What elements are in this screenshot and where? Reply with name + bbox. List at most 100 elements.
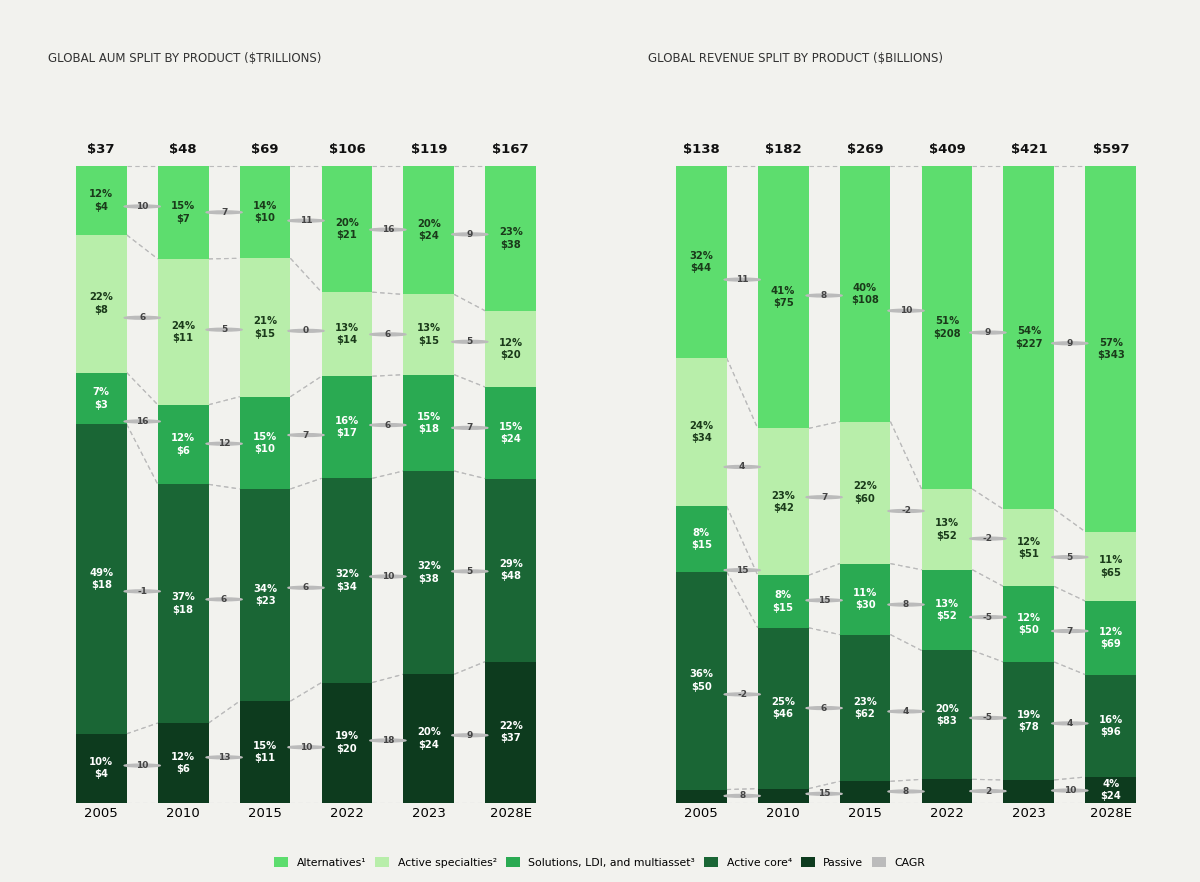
Text: 8: 8 <box>821 291 827 300</box>
Text: 5: 5 <box>221 325 227 334</box>
Circle shape <box>1051 789 1088 792</box>
Text: 36%
$50: 36% $50 <box>689 669 713 691</box>
Text: 8: 8 <box>902 600 910 609</box>
Text: 7: 7 <box>302 430 310 439</box>
Circle shape <box>970 616 1006 618</box>
Text: 10: 10 <box>136 202 149 211</box>
Bar <box>1085 675 1136 777</box>
Circle shape <box>1051 556 1088 558</box>
Text: 23%
$38: 23% $38 <box>499 228 523 250</box>
Bar <box>840 564 890 635</box>
Text: $597: $597 <box>1092 144 1129 156</box>
Bar <box>157 484 209 723</box>
Circle shape <box>888 510 924 512</box>
Text: 22%
$60: 22% $60 <box>853 482 877 504</box>
Text: 11%
$65: 11% $65 <box>1098 556 1123 578</box>
Circle shape <box>724 278 761 281</box>
Text: 7: 7 <box>821 493 827 502</box>
Text: -1: -1 <box>137 587 148 596</box>
Text: 4: 4 <box>1067 719 1073 728</box>
Text: 23%
$42: 23% $42 <box>772 490 796 513</box>
Circle shape <box>724 795 761 797</box>
Circle shape <box>288 587 324 589</box>
Bar <box>240 489 290 701</box>
Circle shape <box>124 317 161 319</box>
Text: 20%
$83: 20% $83 <box>935 704 959 726</box>
Circle shape <box>206 442 242 445</box>
Bar <box>757 429 809 575</box>
Text: $409: $409 <box>929 144 965 156</box>
Circle shape <box>888 603 924 606</box>
Circle shape <box>451 734 488 736</box>
Text: 18: 18 <box>382 736 394 745</box>
Text: 22%
$8: 22% $8 <box>89 293 113 315</box>
Text: 12%
$6: 12% $6 <box>172 751 196 774</box>
Text: 15: 15 <box>818 596 830 605</box>
Bar <box>757 789 809 803</box>
Text: 15%
$10: 15% $10 <box>253 431 277 454</box>
Text: 15%
$11: 15% $11 <box>253 741 277 763</box>
Text: 15: 15 <box>736 565 749 575</box>
Text: -2: -2 <box>901 506 911 515</box>
Bar <box>1085 166 1136 532</box>
Text: 6: 6 <box>821 704 827 713</box>
Text: $106: $106 <box>329 144 365 156</box>
Text: 6: 6 <box>385 330 391 339</box>
Text: -2: -2 <box>737 690 748 699</box>
Bar <box>485 166 536 310</box>
Circle shape <box>124 764 161 767</box>
Bar <box>922 489 972 570</box>
Bar <box>1085 777 1136 803</box>
Bar <box>322 478 372 683</box>
Circle shape <box>970 537 1006 540</box>
Text: 20%
$21: 20% $21 <box>335 218 359 240</box>
Text: 7: 7 <box>221 208 227 217</box>
Bar <box>157 166 209 259</box>
Circle shape <box>124 420 161 422</box>
Text: 49%
$18: 49% $18 <box>89 568 113 590</box>
Text: 5: 5 <box>467 567 473 576</box>
Text: 37%
$18: 37% $18 <box>172 593 196 615</box>
Circle shape <box>370 423 406 427</box>
Bar <box>757 575 809 628</box>
Circle shape <box>888 790 924 793</box>
Text: $269: $269 <box>847 144 883 156</box>
Bar <box>76 166 127 235</box>
Text: $138: $138 <box>683 144 720 156</box>
Bar <box>322 683 372 803</box>
Bar <box>485 662 536 803</box>
Circle shape <box>888 310 924 312</box>
Circle shape <box>724 569 761 572</box>
Text: 10: 10 <box>136 761 149 770</box>
Text: 10: 10 <box>300 743 312 751</box>
Circle shape <box>288 330 324 333</box>
Text: 13: 13 <box>218 753 230 762</box>
Circle shape <box>724 693 761 696</box>
Text: 8%
$15: 8% $15 <box>691 527 712 550</box>
Circle shape <box>970 331 1006 334</box>
Text: 9: 9 <box>467 230 473 239</box>
Circle shape <box>206 328 242 331</box>
Circle shape <box>288 746 324 749</box>
Text: 32%
$38: 32% $38 <box>416 562 440 584</box>
Bar <box>322 377 372 478</box>
Bar <box>1003 662 1055 780</box>
Text: 12%
$51: 12% $51 <box>1016 536 1040 559</box>
Bar <box>485 479 536 662</box>
Bar <box>240 397 290 489</box>
Text: 13%
$15: 13% $15 <box>416 324 440 346</box>
Text: 10: 10 <box>1063 786 1076 795</box>
Circle shape <box>124 205 161 208</box>
Circle shape <box>288 220 324 222</box>
Text: 5: 5 <box>1067 553 1073 562</box>
Bar <box>840 422 890 564</box>
Bar <box>240 166 290 258</box>
Text: 11%
$30: 11% $30 <box>853 588 877 610</box>
Circle shape <box>288 434 324 437</box>
Text: 12%
$69: 12% $69 <box>1099 627 1123 649</box>
Bar <box>403 471 455 674</box>
Bar <box>922 570 972 650</box>
Text: $119: $119 <box>410 144 448 156</box>
Circle shape <box>1051 342 1088 345</box>
Bar <box>676 789 727 803</box>
